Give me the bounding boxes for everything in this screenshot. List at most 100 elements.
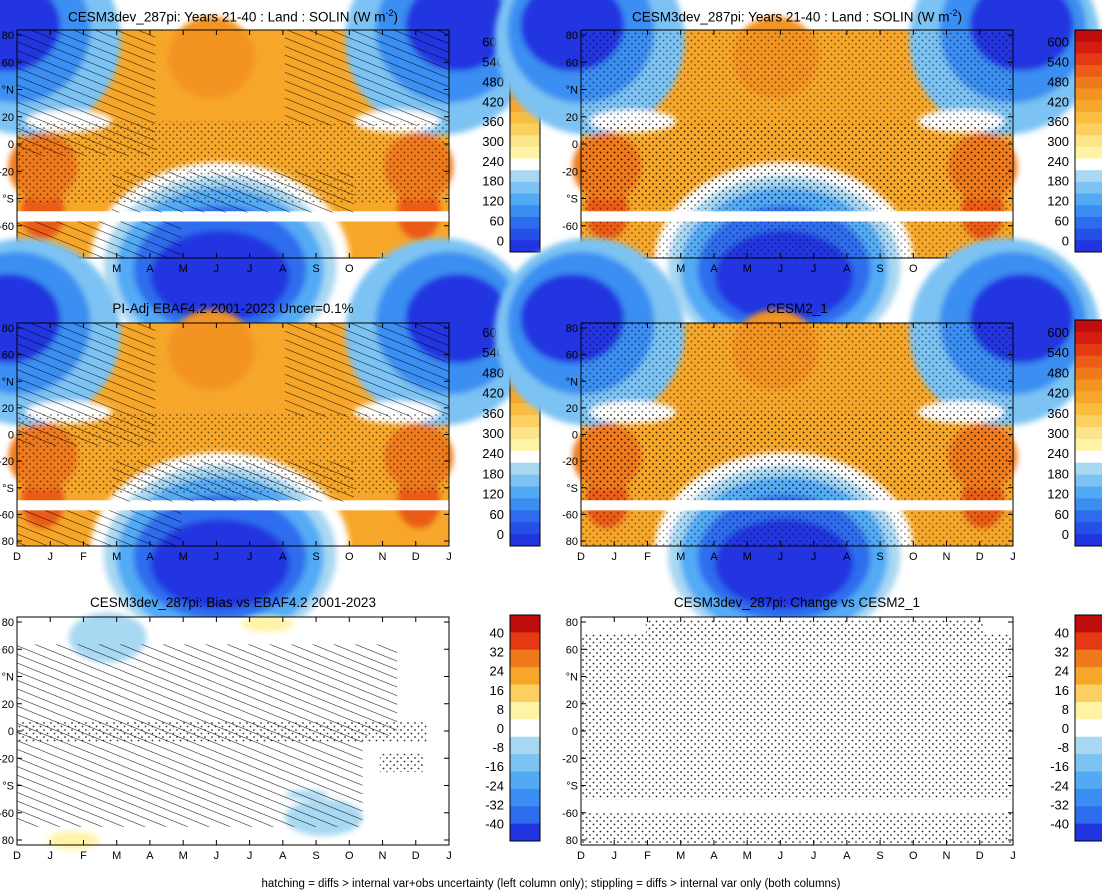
colorbar-label: 40 bbox=[490, 625, 504, 640]
y-tick-label: 20 bbox=[566, 112, 578, 124]
colorbar-label: 240 bbox=[482, 154, 504, 169]
x-tick-label: F bbox=[80, 551, 87, 563]
colorbar-segment bbox=[1075, 205, 1102, 218]
y-tick-label: 0 bbox=[572, 430, 578, 442]
y-tick-label: 60 bbox=[566, 57, 578, 69]
colorbar-label: 8 bbox=[1062, 702, 1069, 717]
panel-title-text: CESM3dev_287pi: Years 21-40 : Land : SOL… bbox=[632, 9, 950, 25]
y-tick-label: °S bbox=[2, 194, 14, 206]
x-tick-label: A bbox=[843, 263, 851, 275]
colorbar-label: -16 bbox=[1050, 759, 1069, 774]
panel-title: PI-Adj EBAF4.2 2001-2023 Uncer=0.1% bbox=[17, 301, 449, 316]
y-tick-label: 80 bbox=[566, 835, 578, 847]
figure-caption: hatching = diffs > internal var+obs unce… bbox=[261, 878, 841, 890]
nh-warm-max bbox=[168, 309, 255, 390]
colorbar-label: 420 bbox=[1047, 94, 1069, 109]
colorbar-label: 540 bbox=[1047, 345, 1069, 360]
colorbar-label: 0 bbox=[1062, 527, 1069, 542]
x-tick-label: J bbox=[247, 850, 253, 862]
colorbar-segment bbox=[1075, 379, 1102, 392]
colorbar-label: 60 bbox=[1055, 507, 1069, 522]
x-tick-label: J bbox=[778, 850, 784, 862]
hatch-overlay bbox=[17, 323, 156, 446]
x-tick-label: F bbox=[644, 850, 651, 862]
y-tick-label: 0 bbox=[8, 430, 14, 442]
colorbar-segment bbox=[510, 806, 540, 825]
colorbar-label: 60 bbox=[490, 213, 504, 228]
x-tick-label: J bbox=[446, 551, 452, 563]
stipple-overlay bbox=[581, 510, 1013, 546]
y-tick-label: 0 bbox=[572, 726, 578, 738]
y-tick-label: 80 bbox=[566, 617, 578, 629]
colorbar-segment bbox=[1075, 343, 1102, 357]
x-tick-label: F bbox=[80, 850, 87, 862]
hatch-overlay bbox=[284, 323, 449, 417]
y-tick-label: -60 bbox=[562, 509, 578, 521]
panel-title: CESM3dev_287pi: Bias vs EBAF4.2 2001-202… bbox=[17, 595, 449, 610]
colorbar-label: 480 bbox=[482, 365, 504, 380]
hatch-overlay bbox=[17, 644, 398, 736]
panel-title-text: CESM3dev_287pi: Change vs CESM2_1 bbox=[673, 595, 921, 610]
panel-title-text: CESM3dev_287pi: Years 21-40 : Land : SOL… bbox=[68, 9, 386, 25]
y-tick-label: °S bbox=[2, 483, 14, 495]
y-tick-label: 60 bbox=[566, 350, 578, 362]
nh-warm-max bbox=[168, 16, 255, 99]
colorbar-segment bbox=[510, 498, 540, 511]
colorbar-segment bbox=[1075, 367, 1102, 380]
x-tick-label: A bbox=[843, 850, 851, 862]
colorbar-label: 0 bbox=[497, 233, 504, 248]
x-tick-label: A bbox=[279, 850, 287, 862]
x-tick-label: S bbox=[312, 263, 319, 275]
x-tick-label: D bbox=[13, 850, 21, 862]
x-tick-label: O bbox=[345, 551, 354, 563]
x-tick-label: J bbox=[811, 551, 817, 563]
colorbar-segment bbox=[1075, 427, 1102, 440]
colorbar-label: 60 bbox=[1055, 213, 1069, 228]
y-tick-label: 0 bbox=[8, 139, 14, 151]
colorbar-label: -8 bbox=[1057, 740, 1069, 755]
colorbar-segment bbox=[1075, 123, 1102, 136]
stipple-overlay bbox=[581, 30, 1013, 212]
colorbar-label: -8 bbox=[492, 740, 504, 755]
y-tick-label: -20 bbox=[562, 456, 578, 468]
colorbar-label: 120 bbox=[482, 194, 504, 209]
x-tick-label: J bbox=[611, 850, 617, 862]
colorbar-segment bbox=[1075, 391, 1102, 404]
colorbar-segment bbox=[1075, 193, 1102, 206]
y-tick-label: 20 bbox=[2, 112, 14, 124]
positive-bias-patch bbox=[241, 615, 294, 632]
x-tick-label: J bbox=[778, 263, 784, 275]
colorbar-segment bbox=[1075, 158, 1102, 171]
colorbar-label: -24 bbox=[485, 778, 504, 793]
colorbar-segment bbox=[1075, 53, 1102, 66]
hatch-overlay bbox=[112, 461, 354, 502]
colorbar-label: 0 bbox=[497, 721, 504, 736]
y-tick-label: 80 bbox=[566, 323, 578, 335]
colorbar-segment bbox=[510, 534, 540, 547]
x-tick-label: N bbox=[379, 551, 387, 563]
positive-bias-patch bbox=[47, 831, 100, 850]
colorbar-label: -40 bbox=[485, 817, 504, 832]
x-tick-label: D bbox=[577, 551, 585, 563]
x-tick-label: J bbox=[446, 850, 452, 862]
colorbar-frame bbox=[1074, 614, 1102, 842]
colorbar-label: 0 bbox=[497, 527, 504, 542]
x-tick-label: N bbox=[943, 850, 951, 862]
y-tick-label: 20 bbox=[2, 403, 14, 415]
y-tick-label: 80 bbox=[566, 536, 578, 548]
y-tick-label: 80 bbox=[2, 323, 14, 335]
colorbar-segment bbox=[1075, 806, 1102, 825]
colorbar-segment bbox=[1075, 228, 1102, 241]
x-tick-label: J bbox=[47, 551, 53, 563]
field-layer bbox=[494, 0, 1100, 363]
y-tick-label: 60 bbox=[566, 644, 578, 656]
colorbar-segment bbox=[1075, 736, 1102, 755]
colorbar-label: 360 bbox=[482, 406, 504, 421]
colorbar-label: 120 bbox=[482, 487, 504, 502]
x-tick-label: M bbox=[743, 551, 752, 563]
y-tick-label: 20 bbox=[566, 699, 578, 711]
colorbar-segment bbox=[1075, 615, 1102, 633]
x-tick-label: A bbox=[710, 850, 718, 862]
colorbar-segment bbox=[1075, 450, 1102, 464]
colorbar-label: 180 bbox=[482, 466, 504, 481]
